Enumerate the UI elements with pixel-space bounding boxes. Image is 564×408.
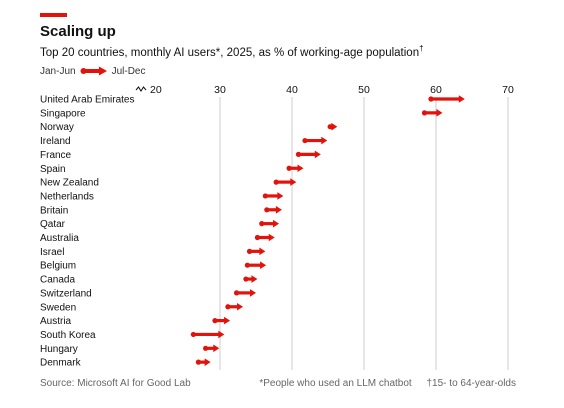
arrow-head bbox=[273, 219, 280, 228]
subtitle-dagger: † bbox=[419, 44, 424, 53]
arrow-head bbox=[268, 233, 275, 242]
arrow-layer bbox=[190, 95, 465, 366]
footnotes: *People who used an LLM chatbot †15- to … bbox=[259, 378, 516, 389]
legend-arrow-icon bbox=[80, 66, 107, 76]
arrow-head bbox=[297, 164, 304, 173]
x-tick-label: 20 bbox=[150, 84, 162, 96]
range-arrow bbox=[254, 233, 275, 242]
row-label: Denmark bbox=[40, 358, 82, 369]
grid-layer bbox=[219, 97, 509, 370]
arrow-head bbox=[218, 330, 225, 339]
x-tick-label: 30 bbox=[214, 84, 226, 96]
range-arrow bbox=[264, 206, 282, 214]
row-label: Norway bbox=[40, 122, 74, 133]
row-label: Britain bbox=[40, 205, 68, 216]
row-label: Singapore bbox=[40, 108, 86, 119]
arrow-head bbox=[237, 302, 244, 311]
range-arrow bbox=[246, 247, 266, 256]
row-label: Austria bbox=[40, 316, 72, 327]
range-arrow bbox=[243, 275, 258, 283]
range-arrow bbox=[262, 192, 284, 200]
row-label: France bbox=[40, 150, 72, 161]
row-label: Canada bbox=[40, 275, 75, 286]
arrow-head bbox=[224, 316, 231, 325]
arrow-head bbox=[260, 261, 267, 269]
row-label: Qatar bbox=[40, 219, 66, 230]
accent-bar bbox=[40, 13, 67, 17]
arrow-head bbox=[251, 275, 258, 283]
range-arrow bbox=[286, 164, 304, 173]
arrow-head bbox=[250, 289, 256, 297]
row-label: Switzerland bbox=[40, 288, 92, 299]
chart-subtitle: Top 20 countries, monthly AI users*, 202… bbox=[40, 44, 424, 59]
row-label: Australia bbox=[40, 233, 79, 244]
footnote-dagger: †15- to 64-year-olds bbox=[426, 378, 517, 389]
arrow-head bbox=[331, 122, 338, 131]
arrow-head bbox=[290, 178, 297, 186]
row-label: Sweden bbox=[40, 302, 76, 313]
axis-break-icon bbox=[135, 86, 147, 92]
row-label: Belgium bbox=[40, 261, 76, 272]
arrow-head bbox=[314, 150, 321, 159]
row-label: Spain bbox=[40, 164, 66, 175]
range-arrow bbox=[421, 109, 443, 117]
x-tick-label: 40 bbox=[286, 84, 298, 96]
arrow-head bbox=[275, 206, 282, 214]
range-arrow bbox=[233, 289, 256, 297]
range-arrow bbox=[212, 316, 231, 325]
legend: Jan-Jun Jul-Dec bbox=[40, 64, 145, 78]
legend-to-label: Jul-Dec bbox=[111, 65, 146, 77]
row-label: Ireland bbox=[40, 136, 71, 147]
row-label: Israel bbox=[40, 247, 64, 258]
subtitle-text: Top 20 countries, monthly AI users*, 202… bbox=[40, 46, 420, 59]
range-arrow bbox=[273, 178, 297, 186]
row-label: South Korea bbox=[40, 330, 96, 341]
range-arrow bbox=[244, 261, 267, 269]
range-arrow bbox=[302, 136, 328, 145]
x-tick-label: 60 bbox=[430, 84, 442, 96]
row-label: United Arab Emirates bbox=[40, 95, 135, 106]
x-tick-label: 70 bbox=[502, 84, 514, 96]
source-text: Source: Microsoft AI for Good Lab bbox=[40, 378, 191, 389]
arrow-head bbox=[204, 358, 211, 366]
arrow-head bbox=[213, 344, 220, 353]
range-arrow bbox=[203, 344, 220, 353]
range-arrow bbox=[259, 219, 280, 228]
tick-layer: 20 30 40 50 60 70 bbox=[135, 84, 514, 96]
footnote-star: *People who used an LLM chatbot bbox=[259, 378, 412, 389]
x-tick-label: 50 bbox=[358, 84, 370, 96]
row-label: Hungary bbox=[40, 344, 78, 355]
range-arrow bbox=[195, 358, 211, 366]
range-arrow bbox=[225, 302, 244, 311]
label-layer: United Arab Emirates Singapore Norway Irela… bbox=[40, 95, 135, 369]
arrow-head bbox=[321, 136, 328, 145]
legend-from-label: Jan-Jun bbox=[40, 65, 76, 77]
arrow-head bbox=[436, 109, 443, 117]
row-label: Netherlands bbox=[40, 191, 94, 202]
arrow-head bbox=[277, 192, 284, 200]
row-label: New Zealand bbox=[40, 178, 99, 189]
range-arrow bbox=[327, 122, 338, 131]
arrow-head bbox=[259, 247, 266, 256]
range-arrow bbox=[295, 150, 321, 159]
arrow-head bbox=[458, 95, 465, 103]
range-arrow bbox=[190, 330, 225, 339]
chart-title: Scaling up bbox=[40, 23, 116, 40]
range-arrow bbox=[428, 95, 465, 103]
